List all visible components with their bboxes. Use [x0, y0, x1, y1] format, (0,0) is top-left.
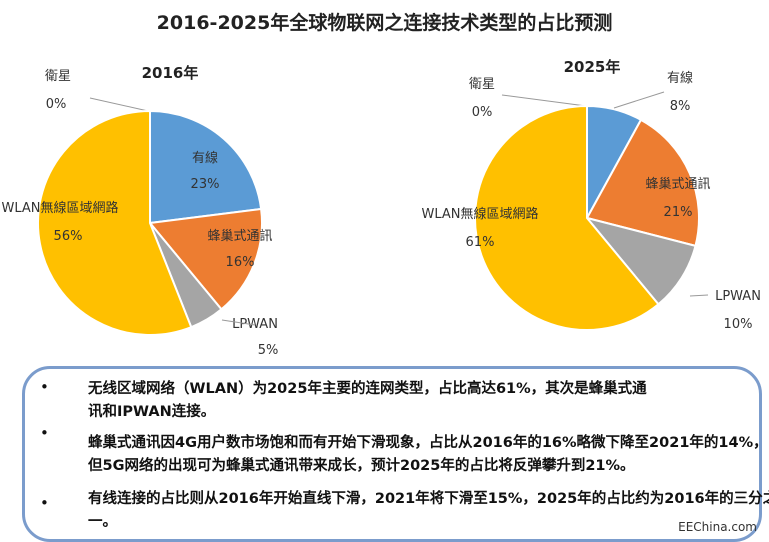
slice-label: WLAN無線區域網路 — [1, 200, 118, 216]
slice-value-label: 56% — [54, 229, 83, 244]
bullet-text-3: 有线连接的占比则从2016年开始直线下滑，2021年将下滑至15%，2025年的… — [88, 491, 769, 530]
pie-charts: 2016年有線23%蜂巢式通訊16%LPWAN5%WLAN無線區域網路56%衛星… — [1, 58, 761, 358]
slice-label: 衛星 — [469, 77, 495, 92]
pie-title: 2016年 — [142, 64, 199, 82]
slice-value-label: 5% — [258, 343, 279, 358]
pie-slice-1 — [148, 207, 263, 311]
slice-value-label: 8% — [670, 99, 691, 114]
leader-line — [501, 94, 587, 107]
slice-value-label: 23% — [191, 177, 220, 192]
pie-slice-3 — [37, 109, 193, 336]
slice-label: 蜂巢式通訊 — [645, 177, 710, 192]
slice-value-label: 16% — [226, 255, 255, 270]
slice-label: 衛星 — [45, 69, 71, 84]
slice-value-label: 0% — [472, 105, 493, 120]
leader-line — [89, 97, 149, 112]
slice-value-label: 0% — [46, 97, 67, 112]
bullet-text-2: 蜂巢式通讯因4G用户数市场饱和而有开始下滑现象，占比从2016年的16%略微下降… — [88, 435, 768, 474]
slice-label: LPWAN — [715, 289, 761, 304]
pie-title: 2025年 — [564, 58, 621, 76]
slice-value-label: 10% — [724, 317, 753, 332]
pie-slice-3 — [474, 104, 660, 331]
leader-line — [613, 91, 665, 109]
watermark: EEChina.com — [678, 520, 757, 534]
leader-line — [221, 319, 256, 326]
slice-value-label: 21% — [664, 205, 693, 220]
slice-label: 蜂巢式通訊 — [207, 229, 272, 244]
pie-slice-0 — [149, 109, 263, 225]
leader-line — [689, 294, 709, 297]
slice-label: WLAN無線區域網路 — [421, 206, 538, 222]
slice-value-label: 61% — [466, 235, 495, 250]
page-title: 2016-2025年全球物联网之连接技术类型的占比预测 — [156, 12, 613, 34]
bullet-dot: • — [40, 494, 49, 512]
bullet-dot: • — [40, 424, 49, 442]
slice-label: 有線 — [667, 70, 693, 86]
slice-label: 有線 — [192, 150, 218, 166]
bullet-text-1: 无线区域网络（WLAN）为2025年主要的连网类型，占比高达61%，其次是蜂巢式… — [88, 381, 647, 420]
pie-slice-1 — [585, 118, 700, 248]
bullet-dot: • — [40, 378, 49, 396]
